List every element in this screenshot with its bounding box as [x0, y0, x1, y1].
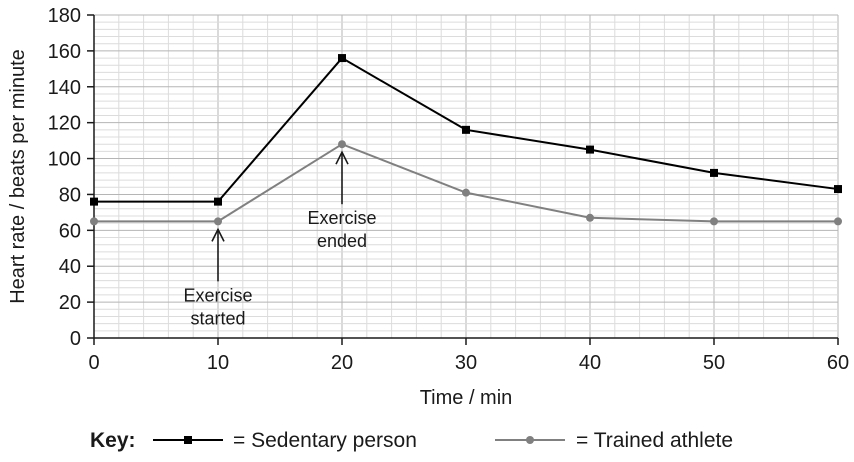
- x-tick-label: 30: [455, 352, 477, 374]
- legend-title: Key:: [90, 429, 136, 452]
- x-tick-label: 10: [207, 352, 229, 374]
- legend-label-sedentary: = Sedentary person: [233, 429, 417, 452]
- y-axis-title: Heart rate / beats per minute: [7, 49, 29, 304]
- x-tick-label: 20: [331, 352, 353, 374]
- annotation-arrow-head: [211, 227, 225, 242]
- annotation-label: ended: [317, 231, 367, 251]
- y-tick-label: 0: [70, 328, 81, 350]
- data-point-trained-athlete: [834, 217, 842, 226]
- y-tick-label: 160: [48, 41, 81, 63]
- data-point-sedentary-person: [90, 197, 98, 206]
- data-point-trained-athlete: [462, 188, 470, 197]
- x-axis-title: Time / min: [420, 387, 513, 409]
- series: [90, 54, 842, 226]
- data-point-trained-athlete: [214, 217, 222, 226]
- y-tick-label: 180: [48, 5, 81, 27]
- data-point-trained-athlete: [90, 217, 98, 226]
- data-point-trained-athlete: [586, 213, 594, 222]
- y-tick-label: 20: [59, 292, 81, 314]
- legend-marker-sedentary: [184, 436, 192, 444]
- data-point-sedentary-person: [338, 54, 346, 63]
- data-point-sedentary-person: [710, 168, 718, 177]
- legend-symbol-athlete: [495, 436, 565, 444]
- y-tick-label: 60: [59, 220, 81, 242]
- legend: Key: = Sedentary person = Trained athlet…: [90, 429, 733, 452]
- data-point-sedentary-person: [214, 197, 222, 206]
- x-tick-label: 0: [88, 352, 99, 374]
- data-point-sedentary-person: [586, 145, 594, 154]
- annotations: Exercise started Exercise ended: [183, 150, 377, 328]
- legend-label-athlete: = Trained athlete: [576, 429, 733, 452]
- x-tick-label: 40: [579, 352, 601, 374]
- x-tick-label: 50: [703, 352, 725, 374]
- y-tick-label: 40: [59, 256, 81, 278]
- data-point-trained-athlete: [710, 217, 718, 226]
- y-tick-label: 100: [48, 149, 81, 171]
- legend-symbol-sedentary: [153, 436, 223, 444]
- annotation-label: Exercise: [183, 285, 252, 305]
- annotation-label: Exercise: [307, 208, 376, 228]
- grid: [93, 14, 839, 339]
- data-point-sedentary-person: [834, 185, 842, 194]
- legend-marker-athlete: [526, 436, 534, 444]
- annotation-arrow-head: [335, 150, 349, 165]
- annotation-label: started: [190, 308, 245, 328]
- y-tick-label: 140: [48, 77, 81, 99]
- y-tick-label: 80: [59, 184, 81, 206]
- tick-labels: 0 20 40 60 80 100 120 140 160 180 0 10 20 30 40 50 60: [48, 5, 850, 374]
- data-point-trained-athlete: [338, 140, 346, 149]
- x-tick-label: 60: [827, 352, 849, 374]
- y-tick-label: 120: [48, 113, 81, 135]
- data-point-sedentary-person: [462, 125, 470, 134]
